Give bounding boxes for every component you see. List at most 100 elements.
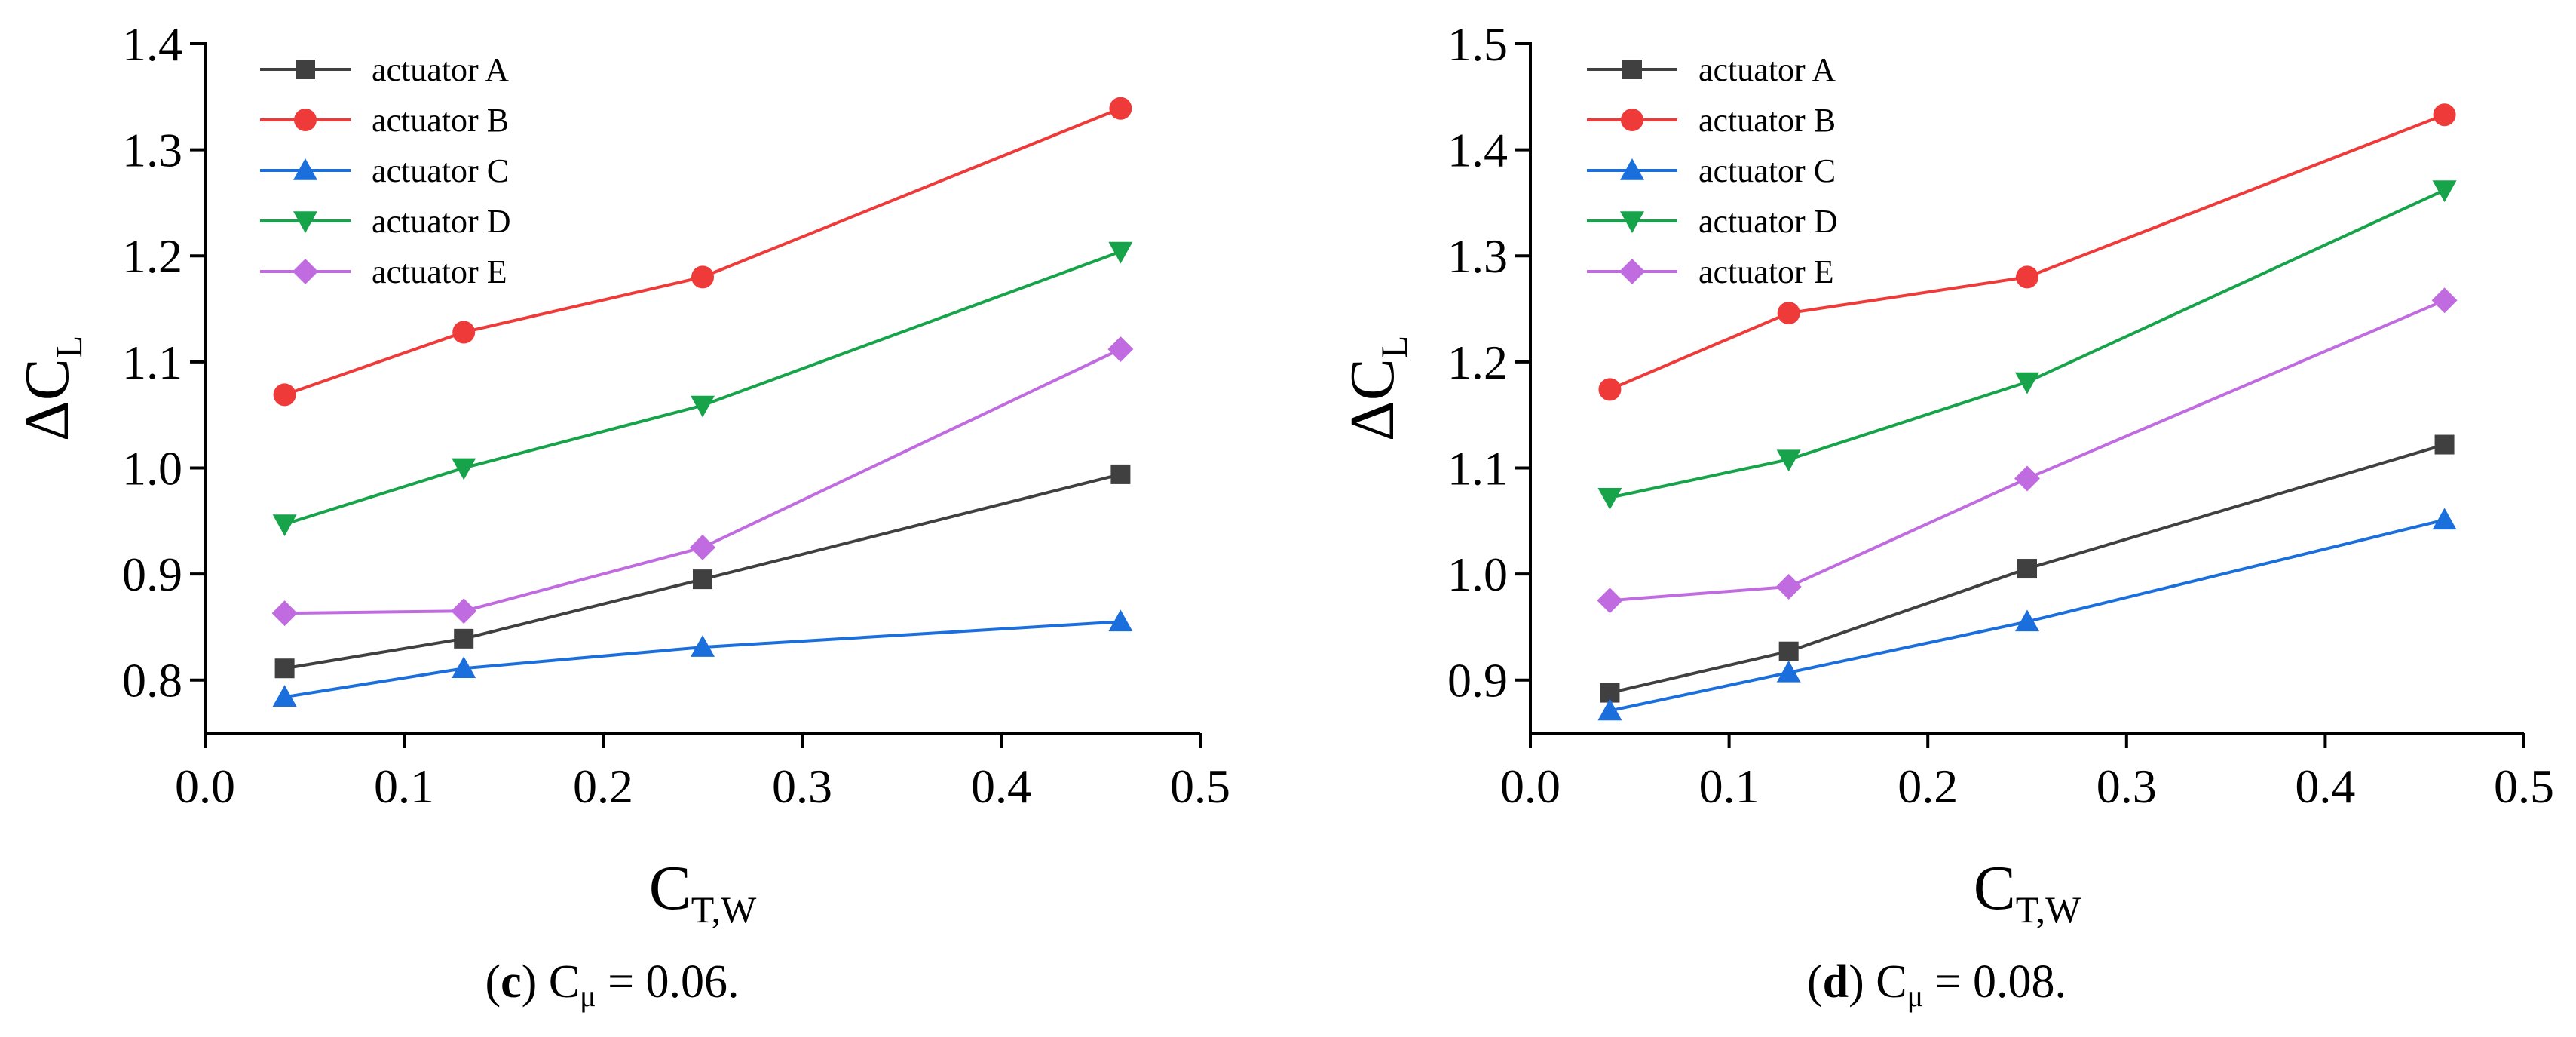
legend-label: actuator C	[1698, 152, 1836, 189]
series-line	[284, 250, 1122, 526]
y-tick-label: 1.1	[1447, 441, 1508, 495]
data-point	[2014, 465, 2040, 492]
data-point	[1775, 573, 1802, 600]
data-point	[274, 658, 295, 679]
data-point	[2431, 287, 2458, 314]
figure-caption: (c) Cμ = 0.06.	[485, 956, 739, 1013]
x-tick-label: 0.2	[1898, 759, 1958, 813]
data-point	[1598, 378, 1622, 401]
data-point	[2432, 508, 2457, 530]
data-point	[271, 600, 298, 627]
data-point	[1109, 97, 1132, 120]
legend-marker	[293, 259, 318, 284]
series-line	[284, 620, 1121, 699]
y-tick-label: 1.3	[122, 124, 182, 177]
legend-label: actuator A	[1698, 51, 1836, 88]
x-tick-label: 0.3	[772, 759, 832, 813]
data-point	[691, 265, 714, 289]
legend-marker	[293, 158, 317, 180]
series-line	[1609, 113, 2446, 391]
legend-item: actuator C	[260, 152, 509, 189]
data-point	[1597, 588, 1623, 614]
series-actuator-a	[274, 464, 1131, 679]
legend-item: actuator C	[1587, 152, 1836, 189]
data-point	[2017, 559, 2037, 579]
chart-panel-c: 0.0 0.1 0.2 0.3 0.4 0.5 0.8 0.9 1.0 1.1 1.2 1.3 1.4 Δ…	[12, 17, 1230, 1013]
legend: actuator A actuator B actuator C actuator D…	[260, 51, 510, 290]
y-tick-label: 1.1	[122, 336, 182, 389]
figure-caption: (d) Cμ = 0.08.	[1807, 956, 2066, 1013]
data-point	[451, 598, 477, 624]
legend-item: actuator A	[1587, 51, 1836, 88]
legend-label: actuator D	[372, 203, 510, 240]
data-point	[454, 628, 474, 649]
legend-item: actuator E	[260, 253, 507, 290]
data-point	[2433, 103, 2456, 127]
x-tick-label: 0.4	[2295, 759, 2355, 813]
legend: actuator A actuator B actuator C actuator D…	[1587, 51, 1837, 290]
data-point	[1776, 660, 1801, 683]
y-tick-label: 1.0	[1447, 548, 1508, 601]
y-axis-title: ΔCL	[1337, 336, 1415, 442]
data-point	[2015, 609, 2039, 632]
legend-marker	[294, 109, 317, 131]
y-tick-label: 1.3	[1447, 229, 1508, 283]
data-point	[1776, 449, 1801, 472]
x-tick-label: 0.2	[573, 759, 633, 813]
x-tick-label: 0.0	[175, 759, 235, 813]
data-point	[2015, 372, 2039, 394]
data-point	[273, 383, 296, 407]
x-tick-label: 0.5	[2494, 759, 2554, 813]
legend-item: actuator B	[1587, 102, 1836, 139]
x-tick-label: 0.5	[1170, 759, 1230, 813]
series-line	[1609, 443, 2446, 695]
y-tick-label: 0.9	[122, 548, 182, 601]
series-line	[284, 348, 1122, 615]
legend-marker	[1620, 158, 1644, 180]
y-tick-label: 1.2	[1447, 336, 1508, 389]
legend-item: actuator E	[1587, 253, 1834, 290]
data-point	[2016, 265, 2038, 289]
data-point	[1777, 302, 1800, 325]
data-point	[452, 656, 476, 679]
data-point	[691, 395, 715, 418]
y-tick-label: 1.5	[1447, 17, 1508, 71]
legend-label: actuator C	[372, 152, 509, 189]
series-line	[283, 106, 1122, 397]
data-point	[1597, 698, 1622, 721]
series-actuator-e	[271, 336, 1134, 627]
series-actuator-d	[272, 241, 1133, 536]
series-line	[1610, 189, 2446, 499]
legend-label: actuator B	[372, 102, 509, 139]
legend-label: actuator A	[372, 51, 509, 88]
x-axis-title: CT,W	[1974, 853, 2081, 931]
data-point	[272, 514, 297, 536]
legend-item: actuator D	[1587, 203, 1837, 240]
y-tick-label: 0.8	[122, 654, 182, 707]
legend-item: actuator D	[260, 203, 510, 240]
series-actuator-b	[1598, 103, 2456, 401]
x-tick-label: 0.4	[971, 759, 1031, 813]
x-tick-label: 0.1	[374, 759, 434, 813]
legend-marker	[1622, 60, 1642, 79]
legend-item: actuator A	[260, 51, 509, 88]
y-axis-title: ΔCL	[12, 336, 90, 442]
x-tick-label: 0.0	[1500, 759, 1561, 813]
series-line	[284, 472, 1121, 670]
series-actuator-e	[1597, 287, 2458, 614]
data-point	[452, 321, 476, 344]
data-point	[1778, 641, 1799, 661]
data-point	[1597, 488, 1622, 510]
legend-marker	[1621, 109, 1643, 131]
data-point	[1107, 336, 1134, 362]
series-line	[1610, 299, 2446, 603]
x-tick-label: 0.3	[2097, 759, 2157, 813]
legend-label: actuator B	[1698, 102, 1836, 139]
y-tick-label: 0.9	[1447, 654, 1508, 707]
series-actuator-d	[1597, 180, 2457, 510]
y-tick-label: 1.4	[122, 17, 182, 71]
data-point	[1108, 241, 1133, 264]
legend-marker	[1620, 211, 1644, 233]
legend-item: actuator B	[260, 102, 509, 139]
